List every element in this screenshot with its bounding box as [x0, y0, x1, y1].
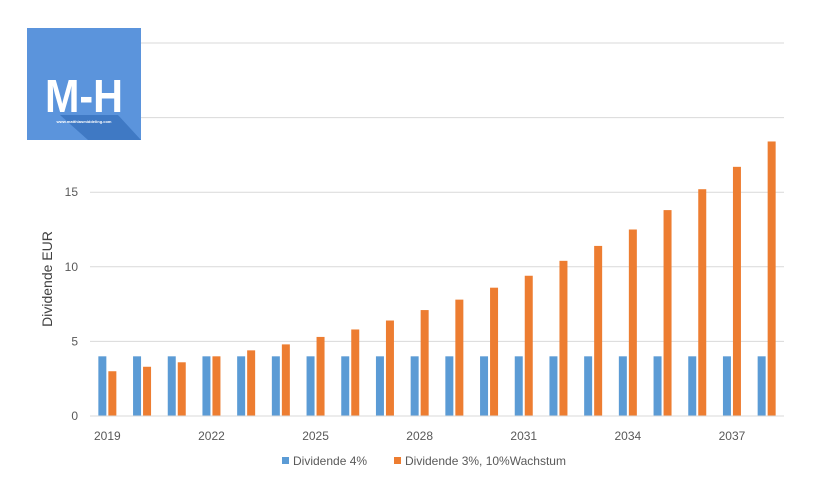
bar-dividende-3-wachstum: [420, 310, 429, 416]
bar-dividende-4: [202, 356, 211, 416]
x-tick-label: 2019: [94, 429, 121, 443]
bar-dividende-4: [653, 356, 662, 416]
gridlines: [90, 42, 784, 342]
bar-dividende-3-wachstum: [281, 344, 290, 416]
logo-mark: M-H: [45, 70, 123, 122]
bar-dividende-3-wachstum: [490, 287, 499, 416]
bar-dividende-3-wachstum: [143, 366, 152, 416]
bar-dividende-4: [514, 356, 523, 416]
legend-swatch: [282, 457, 289, 464]
x-tick-label: 2025: [302, 429, 329, 443]
legend: Dividende 4% Dividende 3%, 10%Wachstum: [282, 454, 566, 468]
logo-shadow: [60, 115, 141, 140]
bar-dividende-4: [98, 356, 107, 416]
x-tick-labels: 2019 2022 2025 2028 2031 2034 2037: [94, 429, 746, 443]
bar-dividende-3-wachstum: [351, 329, 360, 416]
bar-dividende-4: [480, 356, 489, 416]
bar-dividende-3-wachstum: [698, 189, 707, 416]
bar-dividende-4: [133, 356, 142, 416]
bar-dividende-4: [341, 356, 350, 416]
bar-dividende-4: [306, 356, 315, 416]
logo: M-H www.matthiasmiddeling.com: [27, 28, 141, 140]
bar-dividende-4: [757, 356, 766, 416]
bar-dividende-3-wachstum: [594, 245, 603, 416]
bars: [98, 141, 776, 417]
bar-dividende-3-wachstum: [663, 210, 672, 416]
bar-dividende-4: [375, 356, 384, 416]
bar-dividende-4: [618, 356, 627, 416]
bar-dividende-3-wachstum: [455, 299, 464, 416]
bar-dividende-4: [271, 356, 280, 416]
y-tick-label: 5: [71, 334, 78, 348]
y-tick-label: 10: [65, 260, 79, 274]
bar-dividende-3-wachstum: [524, 275, 533, 416]
bar-dividende-4: [410, 356, 419, 416]
legend-label: Dividende 3%, 10%Wachstum: [405, 454, 566, 468]
bar-dividende-4: [167, 356, 176, 416]
x-tick-label: 2022: [198, 429, 225, 443]
bar-dividende-3-wachstum: [177, 362, 186, 416]
bar-dividende-3-wachstum: [628, 229, 637, 416]
bar-dividende-3-wachstum: [385, 320, 394, 416]
x-tick-label: 2037: [719, 429, 746, 443]
bar-dividende-3-wachstum: [212, 356, 221, 416]
legend-label: Dividende 4%: [293, 454, 367, 468]
bar-dividende-4: [549, 356, 558, 416]
y-axis-title: Dividende EUR: [39, 231, 55, 327]
x-tick-label: 2034: [614, 429, 641, 443]
bar-dividende-3-wachstum: [247, 350, 256, 416]
bar-dividende-3-wachstum: [732, 166, 741, 416]
logo-url: www.matthiasmiddeling.com: [56, 119, 112, 124]
bar-dividende-3-wachstum: [108, 371, 117, 416]
bar-dividende-3-wachstum: [559, 260, 568, 416]
x-tick-label: 2031: [510, 429, 537, 443]
y-tick-labels: 0 5 10 15: [65, 185, 79, 423]
legend-swatch: [394, 457, 401, 464]
y-tick-label: 15: [65, 185, 79, 199]
bar-dividende-4: [688, 356, 697, 416]
bar-dividende-4: [584, 356, 593, 416]
bar-dividende-4: [722, 356, 731, 416]
bar-dividende-3-wachstum: [767, 141, 776, 417]
y-tick-label: 0: [71, 409, 78, 423]
x-tick-label: 2028: [406, 429, 433, 443]
bar-dividende-3-wachstum: [316, 336, 325, 416]
bar-dividende-4: [237, 356, 246, 416]
bar-dividende-4: [445, 356, 454, 416]
